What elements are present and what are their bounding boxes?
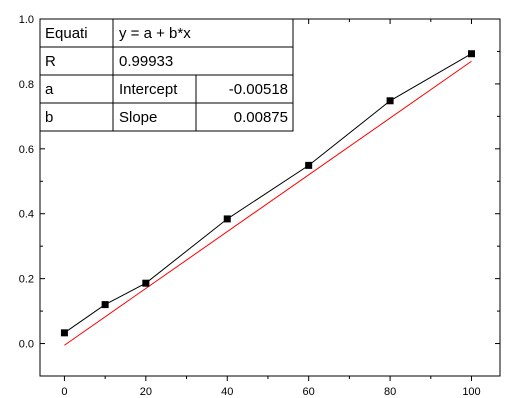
y-tick-label: 0.6	[19, 144, 34, 156]
data-point	[386, 97, 394, 105]
table-cell-param: 0.99933	[119, 53, 173, 70]
table-cell-value: -0.00518	[229, 81, 288, 98]
data-point	[142, 279, 150, 287]
data-point	[305, 161, 313, 169]
fit-results-table: Equati y = a + b*x R 0.99933 a Intercept -0.00…	[39, 18, 294, 132]
y-tick-label: 0.4	[19, 209, 34, 221]
y-tick-label: 1.0	[19, 14, 34, 26]
y-tick-label: 0.8	[19, 79, 34, 91]
x-tick-label: 0	[61, 386, 67, 398]
data-point	[468, 50, 476, 58]
table-cell-param: Intercept	[119, 81, 178, 98]
table-cell-param: y = a + b*x	[119, 25, 191, 42]
table-cell-label: R	[45, 53, 56, 70]
fit-line	[64, 60, 472, 346]
y-tick-label: 0.2	[19, 274, 34, 286]
table-cell-label: b	[45, 109, 53, 126]
table-cell-label: a	[45, 81, 54, 98]
table-cell-value: 0.00875	[234, 109, 288, 126]
x-tick-label: 80	[384, 386, 396, 398]
data-point	[60, 329, 68, 337]
x-tick-label: 60	[303, 386, 315, 398]
linear-fit-line	[64, 60, 472, 346]
data-point	[223, 215, 231, 223]
y-tick-label: 0.0	[19, 339, 34, 351]
table-cell-param: Slope	[119, 109, 157, 126]
x-tick-label: 100	[462, 386, 480, 398]
table-cell-label: Equati	[45, 25, 88, 42]
data-markers	[60, 50, 476, 337]
x-tick-label: 20	[140, 386, 152, 398]
x-tick-label: 40	[221, 386, 233, 398]
data-point	[101, 301, 109, 309]
